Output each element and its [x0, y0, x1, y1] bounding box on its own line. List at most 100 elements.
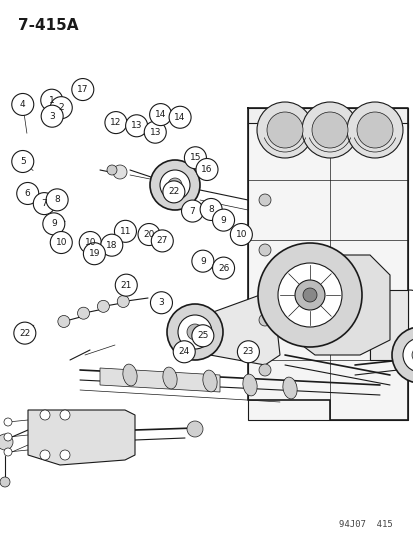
Circle shape	[46, 189, 68, 211]
Text: 9: 9	[220, 216, 226, 224]
Text: 7: 7	[189, 207, 195, 215]
Text: 8: 8	[208, 205, 214, 214]
Text: 10: 10	[84, 238, 96, 247]
Text: 12: 12	[110, 118, 121, 127]
Circle shape	[83, 243, 105, 265]
Circle shape	[50, 231, 72, 254]
Text: 21: 21	[120, 281, 132, 289]
Circle shape	[125, 115, 147, 137]
Text: 9: 9	[51, 220, 57, 228]
Circle shape	[256, 102, 312, 158]
Circle shape	[12, 93, 34, 116]
Circle shape	[178, 315, 211, 349]
Circle shape	[50, 96, 72, 119]
Text: 14: 14	[174, 113, 185, 122]
Circle shape	[195, 158, 218, 181]
Circle shape	[169, 106, 191, 128]
Circle shape	[173, 341, 195, 363]
Circle shape	[151, 230, 173, 252]
Text: 5: 5	[20, 157, 26, 166]
Circle shape	[138, 223, 160, 246]
Circle shape	[40, 450, 50, 460]
Text: 13: 13	[131, 122, 142, 130]
Circle shape	[159, 170, 190, 200]
Circle shape	[391, 327, 413, 383]
Circle shape	[257, 243, 361, 347]
Circle shape	[100, 234, 123, 256]
Ellipse shape	[282, 377, 297, 399]
Circle shape	[168, 178, 182, 192]
Polygon shape	[294, 255, 389, 355]
Circle shape	[113, 165, 127, 179]
Circle shape	[60, 450, 70, 460]
Polygon shape	[28, 410, 135, 465]
Circle shape	[150, 292, 172, 314]
Text: 1: 1	[49, 96, 55, 104]
Circle shape	[17, 182, 39, 205]
Circle shape	[187, 324, 202, 340]
Circle shape	[144, 121, 166, 143]
Circle shape	[115, 274, 137, 296]
Circle shape	[14, 322, 36, 344]
Text: 14: 14	[154, 110, 166, 119]
Circle shape	[4, 448, 12, 456]
Circle shape	[181, 200, 203, 222]
Circle shape	[402, 338, 413, 372]
Text: 17: 17	[77, 85, 88, 94]
Circle shape	[12, 150, 34, 173]
Text: 11: 11	[119, 227, 131, 236]
Circle shape	[259, 244, 271, 256]
Circle shape	[4, 433, 12, 441]
Ellipse shape	[202, 370, 217, 392]
Text: 7-415A: 7-415A	[18, 18, 78, 33]
Circle shape	[60, 410, 70, 420]
Circle shape	[294, 280, 324, 310]
Ellipse shape	[162, 367, 177, 389]
Text: 24: 24	[178, 348, 190, 356]
Circle shape	[212, 209, 234, 231]
Circle shape	[162, 181, 185, 203]
Circle shape	[346, 102, 402, 158]
Polygon shape	[199, 295, 279, 365]
Circle shape	[166, 304, 223, 360]
Circle shape	[191, 250, 214, 272]
Circle shape	[184, 147, 206, 169]
Text: 26: 26	[217, 264, 229, 272]
Circle shape	[199, 198, 222, 221]
Circle shape	[311, 112, 347, 148]
Circle shape	[71, 78, 94, 101]
Text: 23: 23	[242, 348, 254, 356]
Text: 9: 9	[199, 257, 205, 265]
Text: 20: 20	[143, 230, 154, 239]
Text: 15: 15	[189, 154, 201, 162]
Circle shape	[40, 89, 63, 111]
Circle shape	[117, 295, 129, 308]
Circle shape	[259, 364, 271, 376]
Text: 94J07  415: 94J07 415	[339, 520, 392, 529]
Polygon shape	[100, 368, 219, 392]
Text: 6: 6	[25, 189, 31, 198]
Circle shape	[33, 192, 55, 215]
Text: 4: 4	[20, 100, 26, 109]
Circle shape	[212, 257, 234, 279]
Circle shape	[77, 307, 89, 319]
Circle shape	[411, 347, 413, 363]
Circle shape	[0, 477, 10, 487]
Circle shape	[58, 316, 70, 327]
Circle shape	[43, 213, 65, 235]
Circle shape	[41, 105, 63, 127]
Circle shape	[259, 314, 271, 326]
Circle shape	[302, 288, 316, 302]
Text: 2: 2	[58, 103, 64, 112]
Text: 10: 10	[235, 230, 247, 239]
Text: 27: 27	[156, 237, 168, 245]
Polygon shape	[247, 123, 407, 420]
Text: 10: 10	[55, 238, 67, 247]
Circle shape	[104, 111, 127, 134]
Polygon shape	[247, 108, 407, 128]
Text: 25: 25	[197, 332, 208, 340]
Circle shape	[149, 103, 171, 126]
Text: 16: 16	[201, 165, 212, 174]
Circle shape	[266, 112, 302, 148]
Circle shape	[114, 220, 136, 243]
